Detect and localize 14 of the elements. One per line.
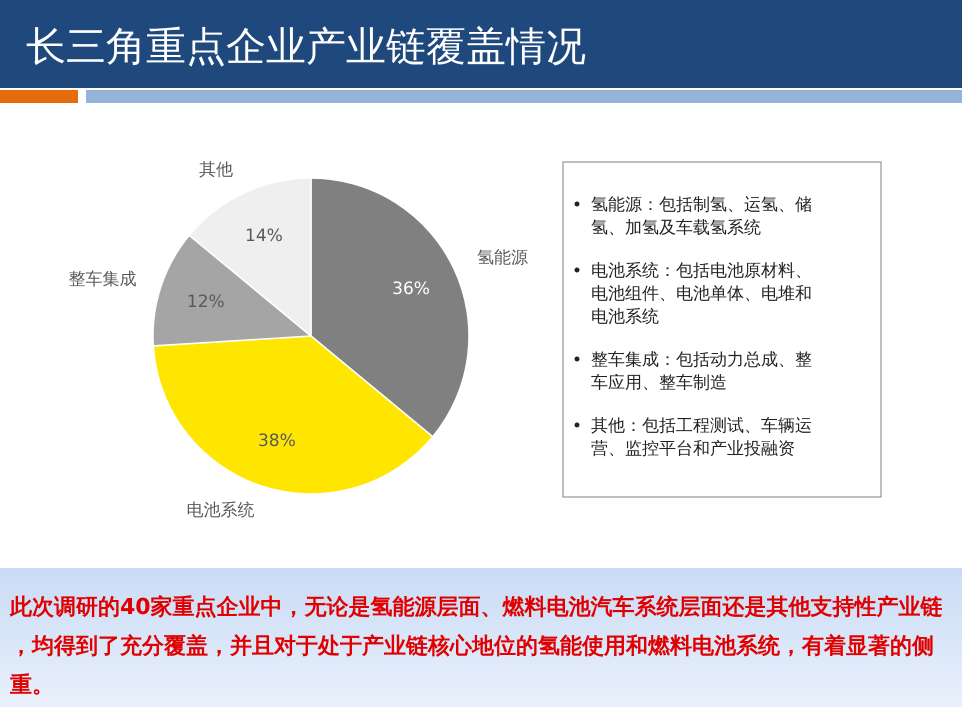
slice-label: 其他 (198, 160, 233, 180)
text: 其他：包括工程测试、车辆运营、监控平台和产业投融资 (591, 416, 812, 459)
text: 氢能源：包括制氢、运氢、储氢、加氢及车载氢系统 (591, 195, 812, 238)
data-label: 38% (258, 431, 296, 452)
slice-label: 整车集成 (68, 269, 137, 290)
text: 此次调研的40家重点企业中，无论是氢能源层面、燃料电池汽车系统层面还是其他支持性产业链，均得到了充分覆盖，并且对于处于产业链核心地位的氢能使用和燃料电池系统，有着显著的侧重。 (9, 594, 944, 698)
text: 电池系统：包括电池原材料、电池组件、电池单体、电堆和电池系统 (591, 261, 812, 327)
text: 整车集成：包括动力总成、整车应用、整车制造 (591, 350, 812, 393)
slice-label: 电池系统 (186, 500, 254, 520)
slice-label: 氢能源 (476, 248, 528, 268)
data-label: 36% (392, 278, 430, 299)
chart-title: 长三角重点企业产业链覆盖情况 (26, 24, 586, 70)
data-label: 12% (186, 292, 225, 312)
data-label: 14% (245, 226, 283, 246)
